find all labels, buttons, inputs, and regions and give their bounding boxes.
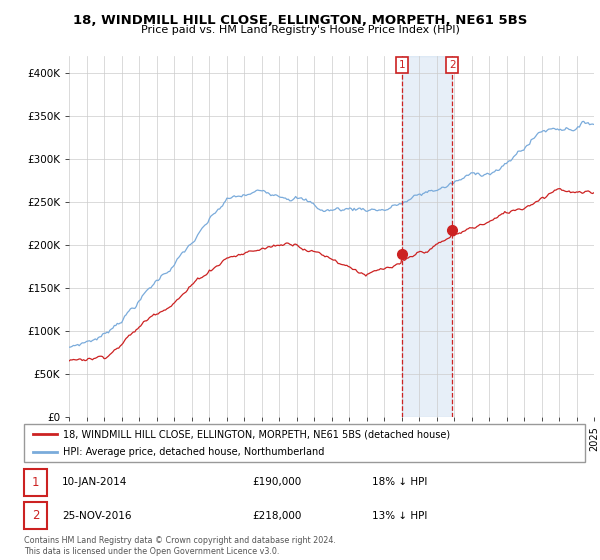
- Bar: [402, 56, 452, 417]
- Text: Contains HM Land Registry data © Crown copyright and database right 2024.
This d: Contains HM Land Registry data © Crown c…: [24, 536, 336, 556]
- Text: 1: 1: [32, 475, 39, 489]
- Text: 2: 2: [449, 60, 455, 70]
- Text: 13% ↓ HPI: 13% ↓ HPI: [372, 511, 427, 521]
- Text: 25-NOV-2016: 25-NOV-2016: [62, 511, 131, 521]
- Text: £190,000: £190,000: [252, 477, 301, 487]
- Text: 18% ↓ HPI: 18% ↓ HPI: [372, 477, 427, 487]
- Text: 18, WINDMILL HILL CLOSE, ELLINGTON, MORPETH, NE61 5BS (detached house): 18, WINDMILL HILL CLOSE, ELLINGTON, MORP…: [63, 429, 450, 439]
- Text: 10-JAN-2014: 10-JAN-2014: [62, 477, 127, 487]
- Text: 18, WINDMILL HILL CLOSE, ELLINGTON, MORPETH, NE61 5BS: 18, WINDMILL HILL CLOSE, ELLINGTON, MORP…: [73, 14, 527, 27]
- Text: 1: 1: [399, 60, 406, 70]
- Text: HPI: Average price, detached house, Northumberland: HPI: Average price, detached house, Nort…: [63, 447, 325, 457]
- Text: £218,000: £218,000: [252, 511, 301, 521]
- Text: Price paid vs. HM Land Registry's House Price Index (HPI): Price paid vs. HM Land Registry's House …: [140, 25, 460, 35]
- Text: 2: 2: [32, 509, 39, 522]
